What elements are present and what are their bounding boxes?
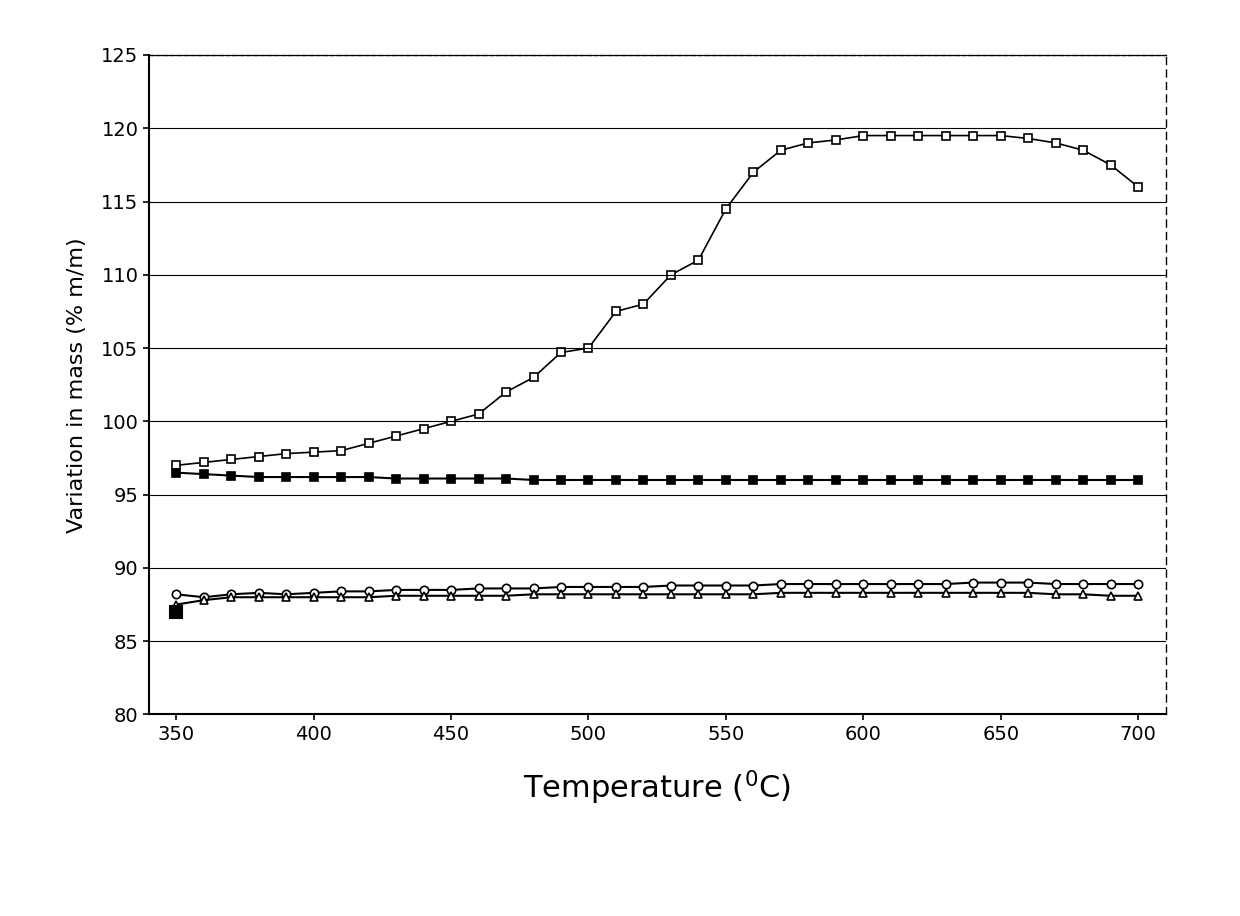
- Y-axis label: Variation in mass (% m/m): Variation in mass (% m/m): [67, 237, 87, 532]
- X-axis label: Temperature ($^0$C): Temperature ($^0$C): [523, 769, 791, 807]
